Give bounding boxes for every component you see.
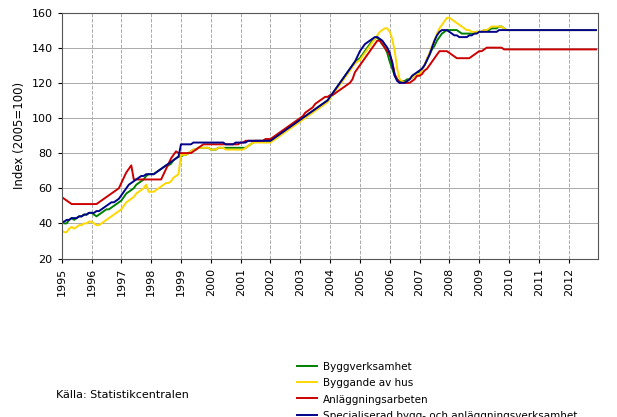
Byggande av hus <box>368 40 376 45</box>
Anläggningsarbeten <box>68 201 75 206</box>
Byggverksamhet <box>58 219 65 224</box>
Byggverksamhet <box>515 28 523 33</box>
Specialiserad bygg- och anläggningsverksamhet <box>513 28 520 33</box>
Anläggningsarbeten <box>368 45 376 50</box>
Specialiserad bygg- och anläggningsverksamhet <box>58 219 65 224</box>
Line: Specialiserad bygg- och anläggningsverksamhet: Specialiserad bygg- och anläggningsverks… <box>62 30 596 222</box>
Line: Anläggningsarbeten: Anläggningsarbeten <box>62 40 596 204</box>
Anläggningsarbeten <box>374 38 381 43</box>
Byggande av hus <box>60 230 68 235</box>
Byggverksamhet <box>363 45 371 50</box>
Anläggningsarbeten <box>592 47 600 52</box>
Anläggningsarbeten <box>515 47 523 52</box>
Byggande av hus <box>592 28 600 33</box>
Byggande av hus <box>180 152 187 157</box>
Byggande av hus <box>443 15 450 20</box>
Byggande av hus <box>58 228 65 233</box>
Y-axis label: Index (2005=100): Index (2005=100) <box>13 82 26 189</box>
Byggverksamhet <box>495 24 503 29</box>
Text: Källa: Statistikcentralen: Källa: Statistikcentralen <box>56 390 188 400</box>
Anläggningsarbeten <box>58 194 65 199</box>
Byggverksamhet <box>471 31 478 36</box>
Byggande av hus <box>515 28 523 33</box>
Specialiserad bygg- och anläggningsverksamhet <box>592 28 600 33</box>
Specialiserad bygg- och anläggningsverksamhet <box>366 38 373 43</box>
Legend: Byggverksamhet, Byggande av hus, Anläggningsarbeten, Specialiserad bygg- och anl: Byggverksamhet, Byggande av hus, Anläggn… <box>292 357 581 417</box>
Anläggningsarbeten <box>195 146 202 151</box>
Byggverksamhet <box>195 146 202 151</box>
Line: Byggande av hus: Byggande av hus <box>62 18 596 232</box>
Byggverksamhet <box>368 38 376 43</box>
Specialiserad bygg- och anläggningsverksamhet <box>361 42 368 47</box>
Anläggningsarbeten <box>180 151 187 156</box>
Byggande av hus <box>363 47 371 52</box>
Anläggningsarbeten <box>473 50 481 55</box>
Specialiserad bygg- och anläggningsverksamhet <box>471 31 478 36</box>
Byggande av hus <box>195 146 202 151</box>
Byggverksamhet <box>60 221 68 226</box>
Line: Byggverksamhet: Byggverksamhet <box>62 27 596 224</box>
Specialiserad bygg- och anläggningsverksamhet <box>438 28 445 33</box>
Byggande av hus <box>473 29 481 34</box>
Specialiserad bygg- och anläggningsverksamhet <box>192 140 199 145</box>
Anläggningsarbeten <box>363 52 371 57</box>
Byggverksamhet <box>180 152 187 157</box>
Specialiserad bygg- och anläggningsverksamhet <box>177 142 184 147</box>
Byggverksamhet <box>592 28 600 33</box>
